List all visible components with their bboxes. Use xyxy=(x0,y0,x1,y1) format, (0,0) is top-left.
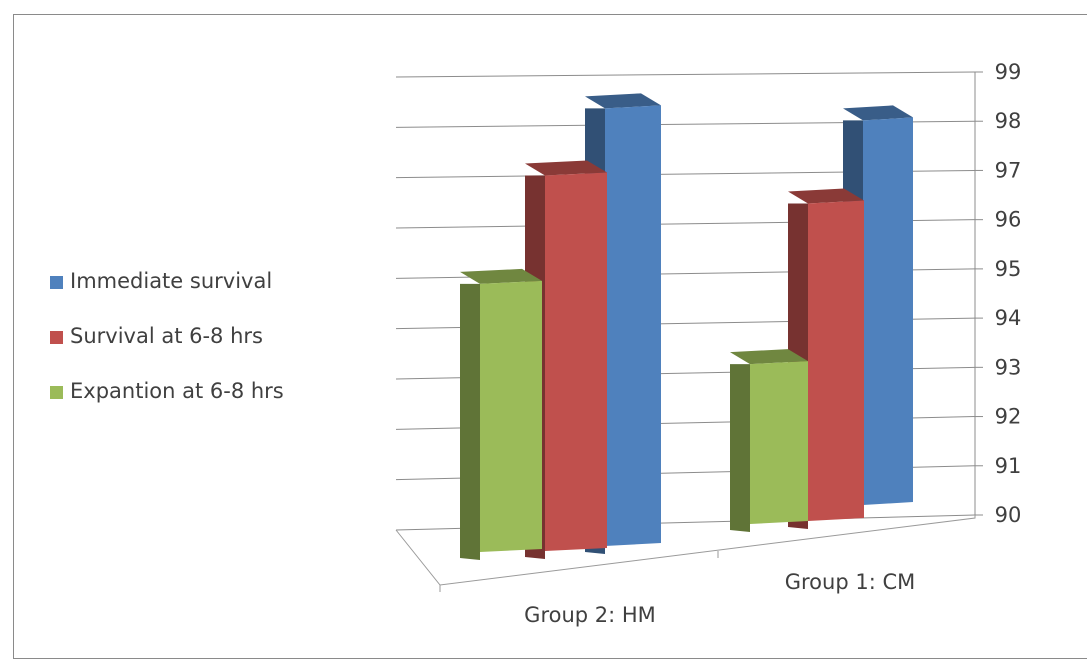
value-axis: 90 91 92 93 94 95 96 97 98 99 xyxy=(974,60,1022,527)
bar-top xyxy=(730,349,808,365)
legend-label: Survival at 6-8 hrs xyxy=(70,324,263,348)
bar-top xyxy=(788,188,864,204)
value-axis-tick-label: 90 xyxy=(995,503,1022,527)
value-axis-tick-label: 93 xyxy=(995,355,1022,379)
value-axis-tick-label: 91 xyxy=(995,454,1022,478)
value-axis-tick-label: 98 xyxy=(995,109,1022,133)
category-axis: Group 2: HM Group 1: CM xyxy=(439,551,916,627)
bars xyxy=(460,93,913,560)
bar xyxy=(863,117,913,505)
legend: Immediate survival Survival at 6-8 hrs Exp… xyxy=(50,269,284,403)
legend-swatch xyxy=(50,276,63,289)
bar xyxy=(808,200,864,521)
value-axis-tick-label: 99 xyxy=(995,60,1022,84)
bar xyxy=(605,105,661,546)
bar-top xyxy=(843,105,913,121)
bar xyxy=(545,172,607,551)
floor-front-edge xyxy=(395,515,976,586)
value-axis-tick-label: 96 xyxy=(995,208,1022,232)
bar-side xyxy=(730,364,750,532)
bar xyxy=(480,280,542,552)
bar-side xyxy=(460,283,480,560)
category-label: Group 1: CM xyxy=(785,570,916,594)
chart-floor xyxy=(395,515,976,586)
value-axis-tick-label: 94 xyxy=(995,306,1022,330)
bar-top xyxy=(460,268,542,284)
value-axis-tick-label: 92 xyxy=(995,405,1022,429)
value-axis-tick-label: 97 xyxy=(995,158,1022,182)
category-label: Group 2: HM xyxy=(524,603,656,627)
legend-label: Immediate survival xyxy=(70,269,272,293)
bar-top xyxy=(585,93,661,109)
legend-swatch xyxy=(50,331,63,344)
gridline xyxy=(395,71,976,78)
bar-top xyxy=(525,160,607,176)
value-axis-tick-label: 95 xyxy=(995,257,1022,281)
legend-swatch xyxy=(50,386,63,399)
legend-label: Expantion at 6-8 hrs xyxy=(70,379,284,403)
bar xyxy=(750,361,808,524)
